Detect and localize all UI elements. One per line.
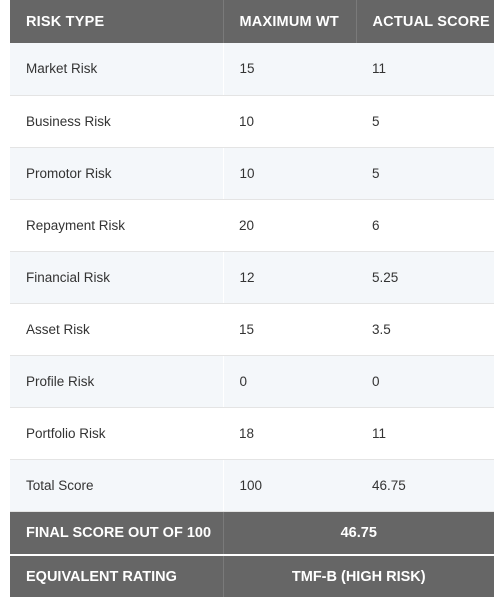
risk-type-cell: Profile Risk bbox=[10, 355, 224, 408]
actual-score-cell: 3.5 bbox=[356, 303, 494, 356]
table-row: Profile Risk 0 0 bbox=[10, 355, 494, 408]
actual-score-cell: 5.25 bbox=[356, 251, 494, 304]
equivalent-rating-value: TMF-B (HIGH RISK) bbox=[223, 554, 494, 597]
table-row: Portfolio Risk 18 11 bbox=[10, 407, 494, 460]
risk-type-cell: Total Score bbox=[10, 459, 224, 512]
maximum-wt-cell: 18 bbox=[223, 407, 356, 460]
risk-type-cell: Asset Risk bbox=[10, 303, 223, 356]
header-row: RISK TYPE MAXIMUM WT ACTUAL SCORE bbox=[10, 0, 494, 43]
actual-score-cell: 11 bbox=[356, 407, 494, 460]
table-row: Promotor Risk 10 5 bbox=[10, 147, 494, 200]
header-actual-score: ACTUAL SCORE bbox=[356, 0, 494, 43]
actual-score-cell: 5 bbox=[356, 147, 494, 200]
table-row: Market Risk 15 11 bbox=[10, 43, 494, 96]
maximum-wt-cell: 15 bbox=[223, 43, 356, 96]
actual-score-cell: 46.75 bbox=[356, 459, 494, 512]
maximum-wt-cell: 12 bbox=[223, 251, 356, 304]
table-body: Market Risk 15 11 Business Risk 10 5 Pro… bbox=[10, 43, 494, 512]
maximum-wt-cell: 0 bbox=[223, 355, 356, 408]
risk-type-cell: Promotor Risk bbox=[10, 147, 224, 200]
table-summary: FINAL SCORE OUT OF 100 46.75 EQUIVALENT … bbox=[10, 511, 494, 597]
risk-type-cell: Market Risk bbox=[10, 43, 224, 96]
equivalent-rating-label: EQUIVALENT RATING bbox=[10, 554, 224, 597]
maximum-wt-cell: 10 bbox=[223, 147, 356, 200]
table-row: Financial Risk 12 5.25 bbox=[10, 251, 494, 304]
final-score-label: FINAL SCORE OUT OF 100 bbox=[10, 511, 224, 555]
final-score-value: 46.75 bbox=[223, 511, 494, 555]
final-score-row: FINAL SCORE OUT OF 100 46.75 bbox=[10, 511, 494, 555]
total-score-row: Total Score 100 46.75 bbox=[10, 459, 494, 512]
risk-type-cell: Portfolio Risk bbox=[10, 407, 223, 460]
table-row: Repayment Risk 20 6 bbox=[10, 199, 494, 252]
maximum-wt-cell: 10 bbox=[223, 95, 356, 148]
risk-type-cell: Business Risk bbox=[10, 95, 223, 148]
table-row: Business Risk 10 5 bbox=[10, 95, 494, 148]
equivalent-rating-row: EQUIVALENT RATING TMF-B (HIGH RISK) bbox=[10, 554, 494, 597]
actual-score-cell: 0 bbox=[356, 355, 494, 408]
risk-type-cell: Financial Risk bbox=[10, 251, 224, 304]
actual-score-cell: 5 bbox=[356, 95, 494, 148]
maximum-wt-cell: 100 bbox=[223, 459, 356, 512]
actual-score-cell: 11 bbox=[356, 43, 494, 96]
table-row: Asset Risk 15 3.5 bbox=[10, 303, 494, 356]
header-maximum-wt: MAXIMUM WT bbox=[223, 0, 357, 43]
risk-score-table: RISK TYPE MAXIMUM WT ACTUAL SCORE Market… bbox=[10, 0, 494, 597]
risk-type-cell: Repayment Risk bbox=[10, 199, 223, 252]
maximum-wt-cell: 15 bbox=[223, 303, 356, 356]
header-risk-type: RISK TYPE bbox=[10, 0, 224, 43]
table-header: RISK TYPE MAXIMUM WT ACTUAL SCORE bbox=[10, 0, 494, 43]
actual-score-cell: 6 bbox=[356, 199, 494, 252]
risk-score-table-container: RISK TYPE MAXIMUM WT ACTUAL SCORE Market… bbox=[10, 0, 494, 597]
maximum-wt-cell: 20 bbox=[223, 199, 356, 252]
